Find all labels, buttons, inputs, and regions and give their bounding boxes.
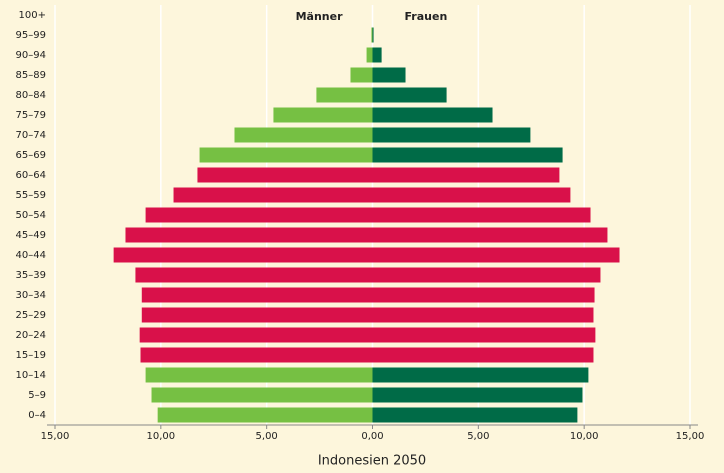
bar: [113, 247, 373, 263]
y-tick-label: 0–4: [28, 410, 46, 421]
y-tick-label: 50–54: [16, 210, 46, 221]
legend-label: Frauen: [405, 10, 448, 23]
legend-label: Männer: [296, 10, 343, 23]
y-tick-label: 75–79: [16, 110, 46, 121]
bar: [371, 27, 373, 43]
y-tick-label: 95–99: [16, 30, 46, 41]
bar: [350, 67, 373, 83]
bar: [372, 67, 406, 83]
x-tick-label: 15,00: [41, 431, 70, 442]
bar: [151, 387, 373, 403]
bar: [234, 127, 373, 143]
x-tick-label: 15,00: [676, 431, 705, 442]
bar: [372, 187, 571, 203]
bar: [157, 407, 373, 423]
bar: [135, 267, 373, 283]
bar: [372, 387, 583, 403]
bar: [372, 87, 447, 103]
bar: [372, 207, 591, 223]
bar: [199, 147, 373, 163]
bar: [372, 407, 578, 423]
x-axis-label: Indonesien 2050: [318, 454, 426, 469]
bar: [372, 147, 563, 163]
y-tick-label: 85–89: [16, 70, 46, 81]
y-tick-label: 40–44: [16, 250, 46, 261]
bar: [372, 127, 531, 143]
bar: [372, 167, 560, 183]
y-tick-label: 90–94: [16, 50, 46, 61]
bar: [372, 367, 589, 383]
y-tick-label: 80–84: [16, 90, 46, 101]
bar: [273, 107, 373, 123]
x-tick-label: 5,00: [467, 431, 489, 442]
y-tick-label: 20–24: [16, 330, 46, 341]
x-tick-label: 5,00: [256, 431, 278, 442]
bar: [141, 307, 373, 323]
bar: [372, 307, 594, 323]
y-tick-label: 15–19: [16, 350, 46, 361]
y-tick-label: 55–59: [16, 190, 46, 201]
y-tick-label: 60–64: [16, 170, 46, 181]
bar: [173, 187, 373, 203]
bar: [145, 367, 373, 383]
bar: [372, 287, 595, 303]
bar: [366, 47, 373, 63]
bar: [140, 347, 373, 363]
bar: [139, 327, 373, 343]
x-tick-label: 0,00: [361, 431, 383, 442]
y-tick-label: 35–39: [16, 270, 46, 281]
bar: [372, 247, 620, 263]
bar: [372, 27, 374, 43]
bar: [141, 287, 373, 303]
bar: [372, 107, 493, 123]
bar: [125, 227, 373, 243]
bar: [145, 207, 373, 223]
y-tick-label: 25–29: [16, 310, 46, 321]
bar: [372, 227, 608, 243]
x-tick-label: 10,00: [570, 431, 599, 442]
x-tick-label: 10,00: [147, 431, 176, 442]
bar: [372, 347, 594, 363]
y-tick-label: 30–34: [16, 290, 46, 301]
bar: [372, 47, 382, 63]
bar: [316, 87, 373, 103]
bar: [372, 267, 601, 283]
y-tick-label: 70–74: [16, 130, 46, 141]
bar: [197, 167, 373, 183]
bar: [372, 327, 596, 343]
y-tick-label: 100+: [19, 10, 46, 21]
y-tick-label: 5–9: [28, 390, 46, 401]
y-tick-label: 10–14: [16, 370, 46, 381]
y-tick-label: 65–69: [16, 150, 46, 161]
y-tick-label: 45–49: [16, 230, 46, 241]
